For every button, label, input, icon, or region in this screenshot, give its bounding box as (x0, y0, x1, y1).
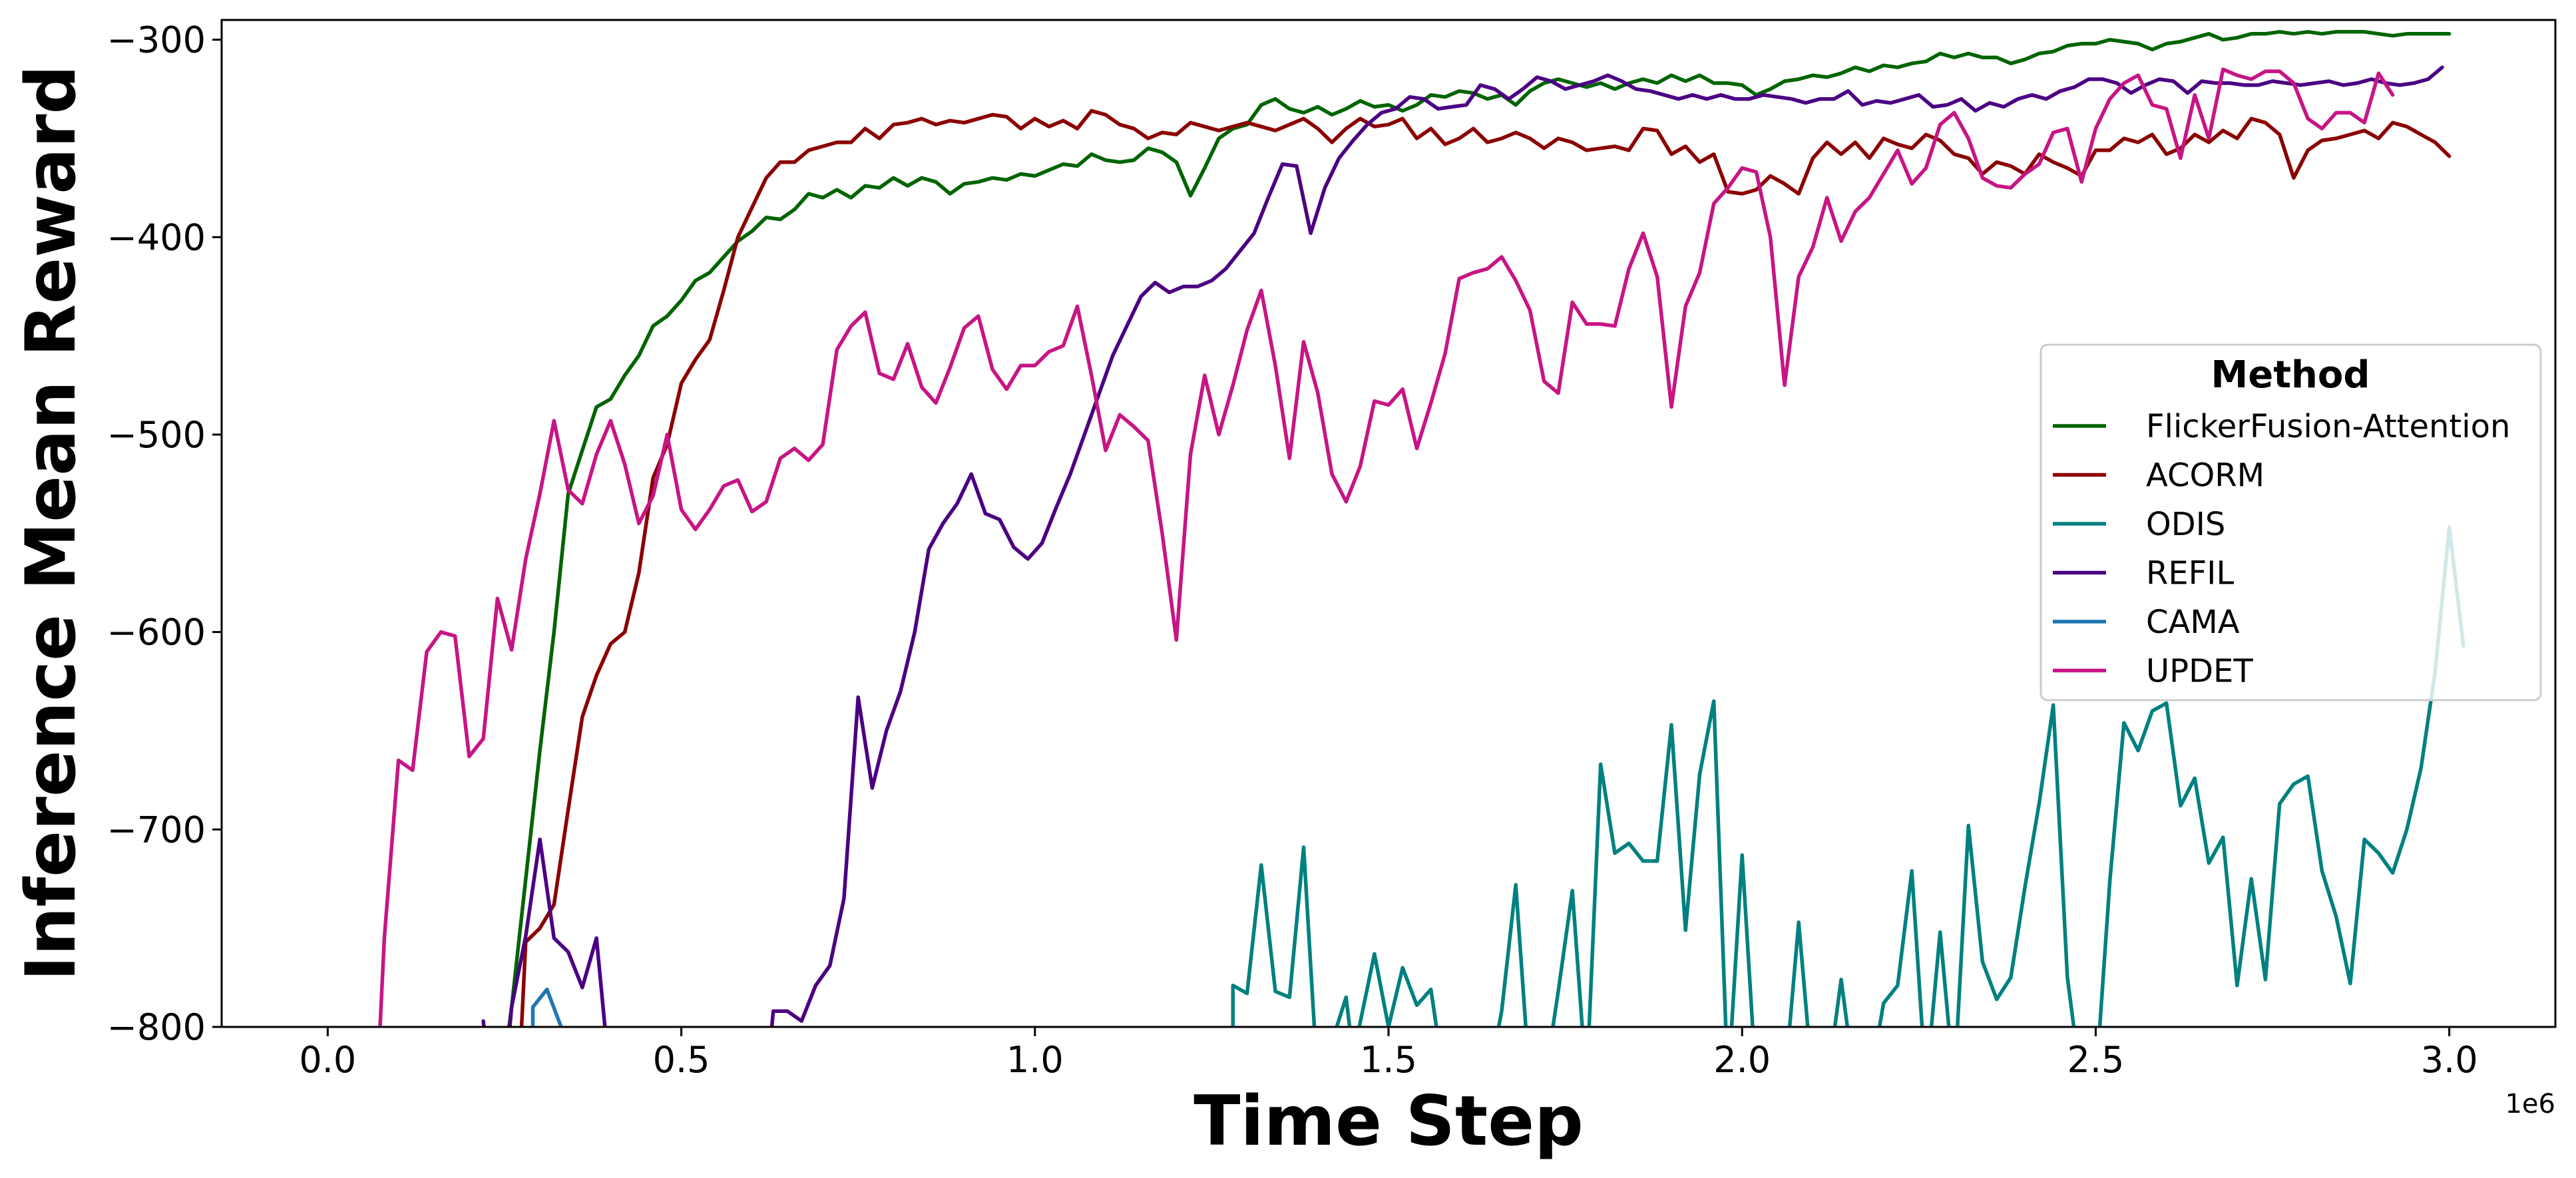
y-tick-label-1: −700 (107, 809, 206, 851)
series-line-4 (531, 987, 563, 1027)
x-tick-label-1: 0.5 (653, 1039, 710, 1081)
series-line-5 (378, 67, 2395, 1027)
y-tick-label-5: −300 (107, 19, 206, 61)
x-tick-label-3: 1.5 (1360, 1039, 1417, 1081)
y-tick-label-4: −400 (107, 216, 206, 258)
x-tick-label-5: 2.5 (2067, 1039, 2124, 1081)
x-tick-label-6: 3.0 (2421, 1039, 2478, 1081)
axis-layer: 0.0 0.5 1.0 1.5 2.0 2.5 3.0 −800 −700 −600 −500 −40… (107, 19, 2478, 1081)
series-line-3 (481, 65, 2444, 1027)
x-axis-title: Time Step (1193, 1081, 1584, 1161)
series-layer (378, 30, 2466, 1027)
series-line-0 (507, 30, 2452, 1027)
series-line-2 (1231, 525, 2466, 1027)
y-tick-label-3: −500 (107, 414, 206, 456)
legend-title: Method (2211, 353, 2370, 397)
legend-label-4: CAMA (2146, 604, 2240, 641)
x-tick-label-2: 1.0 (1006, 1039, 1064, 1081)
legend: Method FlickerFusion-Attention ACORM ODIS R… (2039, 343, 2542, 701)
legend-label-0: FlickerFusion-Attention (2146, 408, 2510, 445)
legend-label-2: ODIS (2146, 506, 2225, 543)
legend-box (2039, 343, 2542, 701)
x-tick-label-0: 0.0 (299, 1039, 356, 1081)
series-line-1 (519, 108, 2452, 1027)
y-tick-label-2: −600 (107, 612, 206, 654)
legend-label-3: REFIL (2146, 555, 2234, 592)
x-tick-label-4: 2.0 (1713, 1039, 1771, 1081)
legend-label-5: UPDET (2146, 653, 2253, 690)
y-tick-label-0: −800 (107, 1006, 206, 1048)
legend-label-1: ACORM (2146, 457, 2264, 494)
x-axis-offset-label: 1e6 (2505, 1089, 2555, 1119)
y-axis-title: Inference Mean Reward (11, 65, 91, 981)
